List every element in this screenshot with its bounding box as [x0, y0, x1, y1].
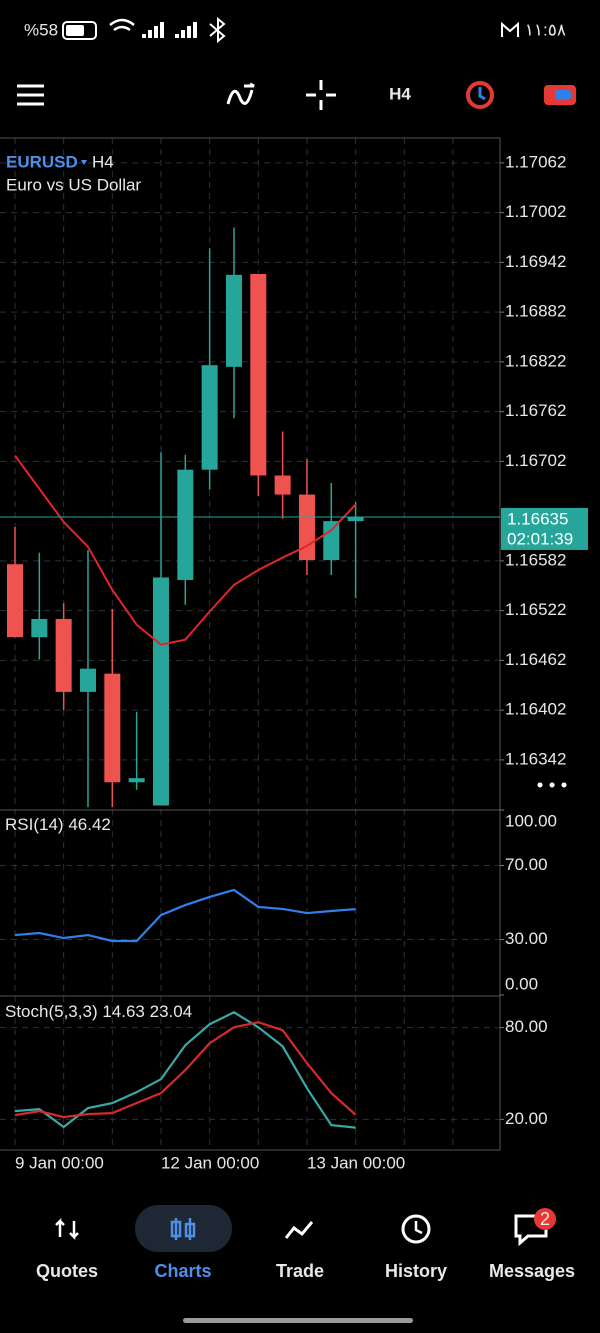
home-indicator — [183, 1318, 413, 1323]
y-tick-label: 1.17002 — [505, 202, 566, 221]
candle-body — [79, 668, 96, 692]
rsi-value: 46.42 — [68, 815, 111, 834]
charts-icon[interactable] — [184, 1222, 196, 1238]
x-tick-label: 12 Jan 00:00 — [161, 1153, 259, 1172]
y-tick-label: 1.16942 — [505, 252, 566, 271]
candle-body — [7, 564, 23, 638]
candle-body — [104, 673, 121, 783]
y-tick-label: 1.16882 — [505, 302, 566, 321]
signal-icon — [142, 22, 164, 38]
candle-timer: 02:01:39 — [507, 529, 573, 548]
history-icon-hand — [414, 1221, 423, 1235]
menu-button[interactable] — [17, 84, 44, 106]
symbol[interactable]: EURUSD — [6, 152, 78, 171]
active-tab-pill — [135, 1205, 232, 1252]
nav-label[interactable]: Messages — [489, 1261, 575, 1281]
stoch-main-value: 14.63 — [102, 1002, 145, 1021]
y-tick-label: 1.16762 — [505, 401, 566, 420]
y-tick-label: 30.00 — [505, 929, 548, 948]
moving-average — [14, 454, 357, 646]
y-tick-label: 1.16522 — [505, 600, 566, 619]
y-tick-label: 20.00 — [505, 1109, 548, 1128]
y-tick-label: 1.16462 — [505, 650, 566, 669]
last-price-label: 1.16635 — [507, 509, 568, 528]
charts-icon[interactable] — [170, 1220, 182, 1238]
stoch-title: Stoch(5,3,3) — [5, 1002, 98, 1021]
bluetooth-icon — [209, 16, 226, 44]
battery-text: %58 — [24, 20, 58, 39]
candle-body — [347, 516, 364, 522]
badge-count: 2 — [540, 1209, 550, 1229]
chart-timeframe: H4 — [92, 152, 114, 171]
y-tick-label: 70.00 — [505, 855, 548, 874]
history-button-hand — [478, 87, 486, 101]
candle-body — [298, 494, 315, 561]
nav-label[interactable]: History — [385, 1261, 447, 1281]
x-tick-label: 13 Jan 00:00 — [307, 1153, 405, 1172]
clock: ١١:٥٨ — [525, 20, 566, 39]
y-tick-label: 1.17062 — [505, 152, 566, 171]
wifi-icon — [109, 18, 135, 32]
crosshair-button[interactable] — [306, 80, 336, 110]
history-icon[interactable] — [401, 1214, 431, 1244]
y-tick-label: 80.00 — [505, 1017, 548, 1036]
x-tick-label: 9 Jan 00:00 — [15, 1153, 104, 1172]
indicator-line — [14, 888, 356, 943]
indicators-button[interactable] — [226, 82, 255, 105]
toolbar: H4 — [17, 80, 576, 110]
trade-button-inner — [555, 90, 571, 100]
y-tick-label: 100.00 — [505, 811, 557, 830]
nav-label[interactable]: Quotes — [36, 1261, 98, 1281]
plot-area: 1.17062 1.17002 1.16942 1.16882 1.16822 1.167… — [0, 137, 588, 1172]
quotes-icon[interactable] — [55, 1217, 79, 1241]
candle-body — [55, 618, 72, 692]
y-tick-label: 0.00 — [505, 974, 538, 993]
battery-level — [66, 25, 84, 36]
candle-body — [274, 475, 291, 495]
y-tick-label: 1.16822 — [505, 351, 566, 370]
history-button[interactable] — [466, 81, 494, 109]
nav-label[interactable]: Trade — [276, 1261, 324, 1281]
candle-body — [250, 273, 267, 476]
stoch-label: Stoch(5,3,3) 14.63 23.04 — [5, 1002, 192, 1021]
mail-icon — [501, 21, 519, 37]
rsi-label: RSI(14) 46.42 — [5, 815, 111, 834]
status-bar: %58 ١١:٥٨ — [24, 16, 566, 44]
candle-body — [177, 469, 194, 580]
bottom-nav: 2 Quotes Charts Trade History Messages — [36, 1205, 575, 1323]
battery-icon — [62, 21, 97, 40]
indicator-line — [14, 1011, 356, 1129]
y-tick-label: 1.16702 — [505, 451, 566, 470]
symbol-description: Euro vs US Dollar — [6, 175, 141, 194]
signal-icon — [175, 22, 197, 38]
nav-label-active[interactable]: Charts — [154, 1261, 211, 1281]
candle-body — [201, 365, 218, 470]
candle-body — [323, 521, 340, 561]
last-price-box — [501, 507, 588, 550]
badge — [534, 1208, 556, 1230]
menu-icon[interactable] — [17, 84, 44, 106]
candle-body — [225, 274, 242, 367]
y-tick-label: 1.16342 — [505, 749, 566, 768]
rsi-title: RSI(14) — [5, 815, 64, 834]
candle-body — [31, 618, 48, 638]
y-tick-label: 1.16582 — [505, 550, 566, 569]
candle-body — [152, 577, 169, 806]
timeframe-button[interactable]: H4 — [389, 84, 411, 103]
trade-icon[interactable] — [284, 1221, 314, 1239]
stoch-signal-value: 23.04 — [150, 1002, 193, 1021]
candle-body — [128, 778, 145, 783]
indicator-line — [14, 1021, 357, 1119]
y-tick-label: 1.16402 — [505, 700, 566, 719]
symbol-dropdown[interactable] — [81, 160, 87, 165]
